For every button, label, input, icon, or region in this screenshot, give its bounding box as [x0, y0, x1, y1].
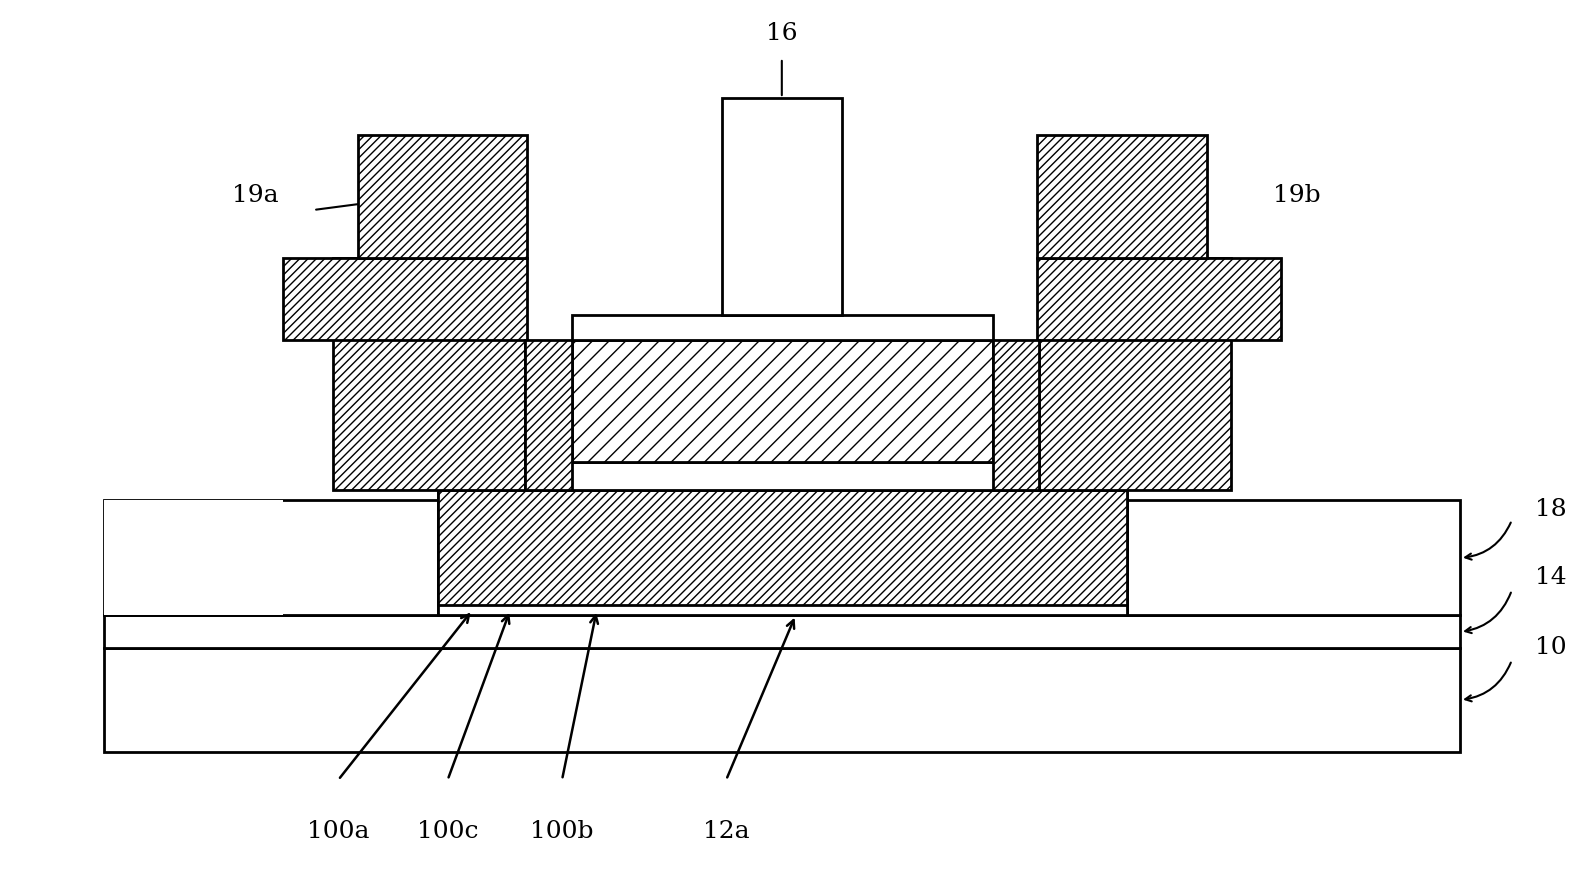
- Polygon shape: [573, 315, 993, 340]
- Text: 100c: 100c: [417, 820, 478, 843]
- Polygon shape: [333, 258, 525, 490]
- Text: 14: 14: [1535, 566, 1567, 589]
- Polygon shape: [437, 490, 1126, 605]
- Polygon shape: [283, 258, 527, 340]
- Polygon shape: [359, 135, 527, 258]
- Polygon shape: [722, 98, 843, 315]
- Text: 10: 10: [1535, 636, 1567, 659]
- Text: 12a: 12a: [703, 820, 749, 843]
- Text: 100a: 100a: [307, 820, 370, 843]
- Polygon shape: [1038, 258, 1280, 340]
- Polygon shape: [104, 500, 283, 615]
- Text: 100b: 100b: [530, 820, 593, 843]
- Polygon shape: [1040, 258, 1232, 490]
- Text: 16: 16: [766, 22, 798, 45]
- Polygon shape: [104, 615, 1460, 648]
- Polygon shape: [573, 340, 993, 462]
- Polygon shape: [1038, 135, 1206, 258]
- Text: 19a: 19a: [231, 183, 278, 206]
- Text: 19b: 19b: [1273, 183, 1321, 206]
- Polygon shape: [1126, 500, 1460, 615]
- Polygon shape: [525, 340, 573, 490]
- Polygon shape: [104, 648, 1460, 752]
- Polygon shape: [104, 500, 437, 615]
- Text: 18: 18: [1535, 498, 1567, 521]
- Polygon shape: [525, 462, 1040, 490]
- Polygon shape: [437, 415, 1126, 615]
- Polygon shape: [993, 340, 1040, 490]
